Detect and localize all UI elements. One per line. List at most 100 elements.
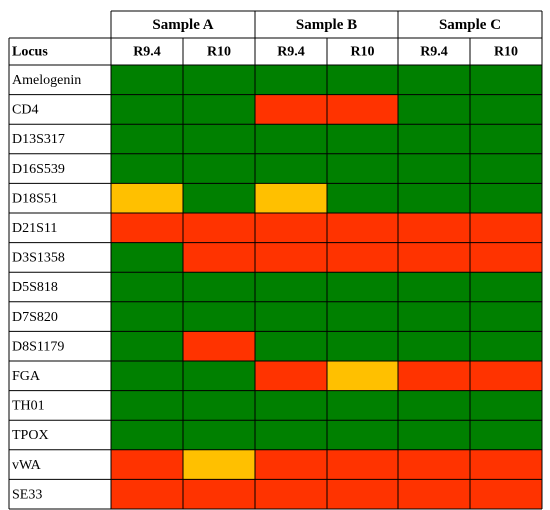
row-label: SE33 <box>12 487 42 502</box>
heatmap-cell <box>470 65 542 95</box>
heatmap-cell <box>255 479 327 509</box>
heatmap-cell <box>111 331 183 361</box>
heatmap-cell <box>327 65 398 95</box>
heatmap-cell <box>255 301 327 332</box>
row-label: D13S317 <box>12 132 65 147</box>
column-header: R9.4 <box>277 45 305 60</box>
heatmap-cell <box>255 331 327 361</box>
column-header: R10 <box>494 45 518 60</box>
heatmap-cell <box>111 301 183 332</box>
column-header: R10 <box>207 45 231 60</box>
heatmap-cell <box>255 124 327 154</box>
heatmap-cell <box>398 390 470 421</box>
heatmap-cell <box>183 124 255 154</box>
heatmap-cell <box>183 420 255 450</box>
heatmap-cell <box>327 272 398 302</box>
heatmap-cell <box>470 124 542 154</box>
heatmap-cell <box>470 390 542 421</box>
heatmap-cell <box>398 272 470 302</box>
heatmap-cell <box>398 94 470 125</box>
row-label: D3S1358 <box>12 251 65 266</box>
group-header: Sample A <box>152 17 213 33</box>
column-header: R9.4 <box>420 45 448 60</box>
heatmap-cell <box>398 213 470 243</box>
heatmap-cell <box>398 153 470 184</box>
heatmap-cell <box>327 301 398 332</box>
heatmap-cell <box>183 183 255 213</box>
column-header: R9.4 <box>133 45 161 60</box>
heatmap-cell <box>183 331 255 361</box>
heatmap-cell <box>111 213 183 243</box>
heatmap-cell <box>327 449 398 480</box>
heatmap-cell <box>255 272 327 302</box>
heatmap-cell <box>183 390 255 421</box>
heatmap-cell <box>470 94 542 125</box>
heatmap-cell <box>398 124 470 154</box>
heatmap-cell <box>183 153 255 184</box>
heatmap-cell <box>111 242 183 273</box>
row-header-label: Locus <box>12 45 48 60</box>
heatmap-cell <box>398 479 470 509</box>
heatmap-cell <box>327 361 398 391</box>
column-header: R10 <box>350 45 374 60</box>
heatmap-cell <box>398 361 470 391</box>
heatmap-cell <box>255 361 327 391</box>
row-label: TPOX <box>12 428 49 443</box>
heatmap-cell <box>470 449 542 480</box>
heatmap-cell <box>327 331 398 361</box>
row-label: D8S1179 <box>12 339 64 354</box>
heatmap-cell <box>470 361 542 391</box>
row-label: D18S51 <box>12 191 58 206</box>
heatmap-cell <box>398 183 470 213</box>
heatmap-cell <box>470 420 542 450</box>
heatmap-cell <box>255 153 327 184</box>
heatmap-cell <box>111 65 183 95</box>
heatmap-cell <box>470 272 542 302</box>
heatmap-cell <box>183 449 255 480</box>
heatmap-cell <box>327 213 398 243</box>
heatmap-cell <box>111 390 183 421</box>
heatmap-cell <box>327 242 398 273</box>
heatmap-labels: Sample A R9.4 R10 Sample B R9.4 R10 Sample C R9… <box>12 17 518 502</box>
heatmap-cell <box>183 213 255 243</box>
heatmap-cell <box>255 213 327 243</box>
heatmap-cell <box>255 390 327 421</box>
heatmap-cell <box>255 94 327 125</box>
row-label: FGA <box>12 369 41 384</box>
heatmap-cell <box>111 124 183 154</box>
heatmap-cell <box>183 242 255 273</box>
row-label: CD4 <box>12 103 38 118</box>
row-label: D7S820 <box>12 310 58 325</box>
heatmap-cell <box>183 361 255 391</box>
heatmap-cell <box>470 242 542 273</box>
heatmap-cell <box>255 420 327 450</box>
heatmap-cell <box>327 94 398 125</box>
heatmap-cell <box>470 153 542 184</box>
heatmap-cell <box>111 361 183 391</box>
heatmap-cell <box>255 65 327 95</box>
heatmap-cell <box>470 301 542 332</box>
heatmap-cell <box>398 449 470 480</box>
heatmap-cell <box>111 420 183 450</box>
heatmap-cell <box>327 124 398 154</box>
row-label: D5S818 <box>12 280 58 295</box>
heatmap-cell <box>327 183 398 213</box>
row-label: D21S11 <box>12 221 57 236</box>
heatmap-cell <box>470 479 542 509</box>
row-label: vWA <box>12 458 42 473</box>
heatmap-cell <box>470 331 542 361</box>
heatmap-cell <box>327 153 398 184</box>
heatmap-cell <box>111 153 183 184</box>
heatmap-cell <box>111 449 183 480</box>
heatmap-cell <box>398 331 470 361</box>
heatmap-cell <box>327 479 398 509</box>
row-label: TH01 <box>12 399 45 414</box>
heatmap-cell <box>255 242 327 273</box>
heatmap-cell <box>398 242 470 273</box>
heatmap-cell <box>255 183 327 213</box>
heatmap-cell <box>183 301 255 332</box>
heatmap-cell <box>398 65 470 95</box>
heatmap-cell <box>111 272 183 302</box>
heatmap-cell <box>470 183 542 213</box>
